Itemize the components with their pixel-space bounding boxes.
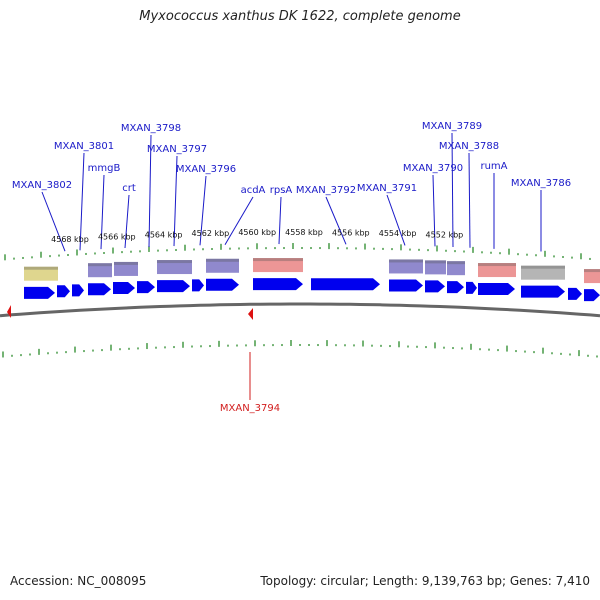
gene-connector (325, 196, 347, 245)
feature-box-edge (157, 260, 192, 264)
feature-box-edge (206, 258, 239, 262)
feature-box[interactable] (447, 261, 465, 276)
gene-arrow[interactable] (57, 285, 70, 298)
feature-box[interactable] (478, 263, 516, 278)
gene-connector (124, 194, 130, 249)
scale-label: 4566 kbp (98, 232, 136, 241)
gene-arrow[interactable] (113, 282, 135, 295)
feature-box[interactable] (425, 260, 446, 275)
gene-label[interactable]: rpsA (270, 185, 293, 196)
gene-connector (79, 152, 85, 251)
scale-label: 4568 kbp (51, 235, 89, 244)
gene-connector (432, 174, 436, 247)
scale-label: 4556 kbp (332, 228, 370, 237)
gene-connector (148, 134, 152, 247)
gene-connector (224, 196, 254, 245)
gene-arrow[interactable] (478, 283, 515, 296)
feature-box-edge (24, 266, 58, 270)
gene-label[interactable]: MXAN_3791 (357, 183, 417, 194)
feature-box[interactable] (88, 263, 112, 278)
scale-label: 4560 kbp (238, 228, 276, 237)
scale-label: 4554 kbp (379, 229, 417, 238)
gene-arrow[interactable] (466, 281, 477, 294)
gene-label[interactable]: MXAN_3792 (296, 185, 356, 196)
gene-arrow[interactable] (425, 280, 445, 293)
gene-label[interactable]: mmgB (88, 163, 121, 174)
feature-box[interactable] (157, 260, 192, 275)
feature-box[interactable] (584, 269, 600, 284)
highlight-gene-label[interactable]: MXAN_3794 (220, 403, 280, 414)
gene-connector (451, 132, 454, 248)
gene-label[interactable]: acdA (241, 185, 266, 196)
gene-label[interactable]: MXAN_3796 (176, 164, 236, 175)
position-marker-center[interactable] (248, 308, 253, 320)
gene-label[interactable]: MXAN_3798 (121, 123, 181, 134)
feature-box[interactable] (253, 258, 303, 273)
gene-arrow[interactable] (24, 286, 55, 299)
gene-arrow[interactable] (568, 287, 582, 300)
gene-arrow[interactable] (311, 278, 380, 291)
gene-label[interactable]: MXAN_3786 (511, 178, 571, 189)
genome-title: Myxococcus xanthus DK 1622, complete gen… (139, 9, 461, 24)
label-connectors (41, 132, 542, 252)
gene-label[interactable]: MXAN_3801 (54, 141, 114, 152)
feature-box[interactable] (521, 265, 565, 280)
gene-label[interactable]: MXAN_3797 (147, 144, 207, 155)
inner-scale-ticks (2, 340, 598, 358)
feature-box-edge (425, 260, 446, 264)
gene-label[interactable]: MXAN_3802 (12, 180, 72, 191)
feature-box-edge (447, 261, 465, 265)
feature-box[interactable] (206, 258, 239, 273)
genome-backbone (0, 302, 600, 318)
genome-summary: Topology: circular; Length: 9,139,763 bp… (260, 574, 590, 588)
gene-connector (41, 191, 66, 252)
gene-arrow[interactable] (447, 281, 464, 294)
feature-box-edge (253, 258, 303, 262)
gene-label[interactable]: MXAN_3790 (403, 163, 463, 174)
scale-label: 4564 kbp (145, 230, 183, 239)
gene-arrow[interactable] (72, 284, 84, 297)
gene-connector (100, 174, 105, 250)
gene-connector (173, 155, 178, 247)
gene-label[interactable]: MXAN_3788 (439, 141, 499, 152)
scale-label: 4558 kbp (285, 228, 323, 237)
feature-box-edge (389, 259, 423, 263)
feature-box-edge (521, 265, 565, 269)
gene-arrow[interactable] (157, 280, 190, 293)
gene-arrow[interactable] (137, 281, 155, 294)
gene-arrow[interactable] (192, 279, 204, 292)
gene-arrow[interactable] (206, 278, 239, 291)
feature-box-edge (584, 269, 600, 273)
feature-box-edge (478, 263, 516, 267)
gene-label[interactable]: MXAN_3789 (422, 121, 482, 132)
gene-arrow[interactable] (521, 285, 565, 298)
gene-label[interactable]: crt (122, 183, 136, 194)
feature-box-edge (114, 261, 138, 265)
gene-arrow[interactable] (584, 289, 600, 302)
scale-label: 4562 kbp (192, 229, 230, 238)
gene-arrow[interactable] (253, 278, 303, 291)
outer-scale-ticks (4, 243, 591, 261)
scale-label: 4552 kbp (426, 231, 464, 240)
feature-box-edge (88, 263, 112, 267)
gene-connector (386, 194, 406, 246)
position-marker-left[interactable] (7, 305, 11, 318)
feature-box[interactable] (389, 259, 423, 274)
gene-connector (278, 196, 282, 245)
gene-track (24, 278, 600, 302)
gene-arrow[interactable] (88, 283, 111, 296)
accession-text: Accession: NC_008095 (10, 574, 147, 588)
feature-track (24, 258, 600, 284)
gene-label[interactable]: rumA (480, 161, 507, 172)
feature-box[interactable] (114, 261, 138, 276)
gene-connector (199, 175, 207, 246)
gene-connector (468, 152, 471, 248)
scale-labels: 4568 kbp 4566 kbp 4564 kbp 4562 kbp 4560 kbp… (51, 228, 463, 244)
feature-box[interactable] (24, 266, 58, 281)
gene-arrow[interactable] (389, 279, 423, 292)
